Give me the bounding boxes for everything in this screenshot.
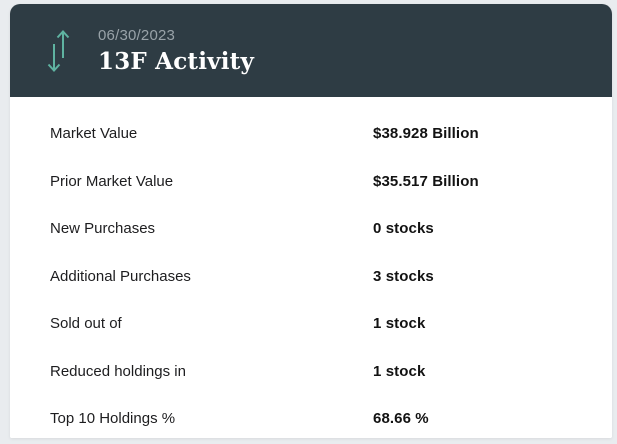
stat-row-reduced-holdings: Reduced holdings in 1 stock [10, 348, 612, 396]
report-date: 06/30/2023 [98, 26, 176, 44]
stat-label: Reduced holdings in [50, 362, 186, 380]
stat-value: $35.517 Billion [373, 172, 479, 190]
stat-value: $38.928 Billion [373, 125, 479, 143]
stat-value: 68.66 % [373, 410, 429, 428]
stat-row-new-purchases: New Purchases 0 stocks [10, 205, 612, 253]
stat-label: Top 10 Holdings % [50, 410, 176, 428]
stat-value: 0 stocks [373, 220, 434, 238]
header-text: 06/30/2023 13F Activity [98, 27, 254, 75]
stat-value: 1 stock [373, 315, 426, 333]
stat-value: 1 stock [373, 362, 426, 380]
stat-row-sold-out-of: Sold out of 1 stock [10, 300, 612, 348]
stat-label: Market Value [50, 125, 138, 143]
stat-row-prior-market-value: Prior Market Value $35.517 Billion [10, 158, 612, 206]
card-body: Market Value $38.928 Billion Prior Marke… [10, 97, 612, 438]
stat-label: Prior Market Value [50, 172, 174, 190]
stat-row-additional-purchases: Additional Purchases 3 stocks [10, 253, 612, 301]
13f-activity-card: 06/30/2023 13F Activity Market Value $38… [10, 4, 612, 438]
stat-label: Sold out of [50, 315, 122, 333]
stat-label: New Purchases [50, 220, 156, 238]
stat-label: Additional Purchases [50, 267, 191, 285]
page-title: 13F Activity [98, 47, 255, 75]
stat-value: 3 stocks [373, 267, 434, 285]
stat-row-top10-holdings: Top 10 Holdings % 68.66 % [10, 395, 612, 438]
up-down-arrows-icon [46, 27, 72, 75]
card-header: 06/30/2023 13F Activity [10, 4, 612, 97]
stat-row-market-value: Market Value $38.928 Billion [10, 110, 612, 158]
